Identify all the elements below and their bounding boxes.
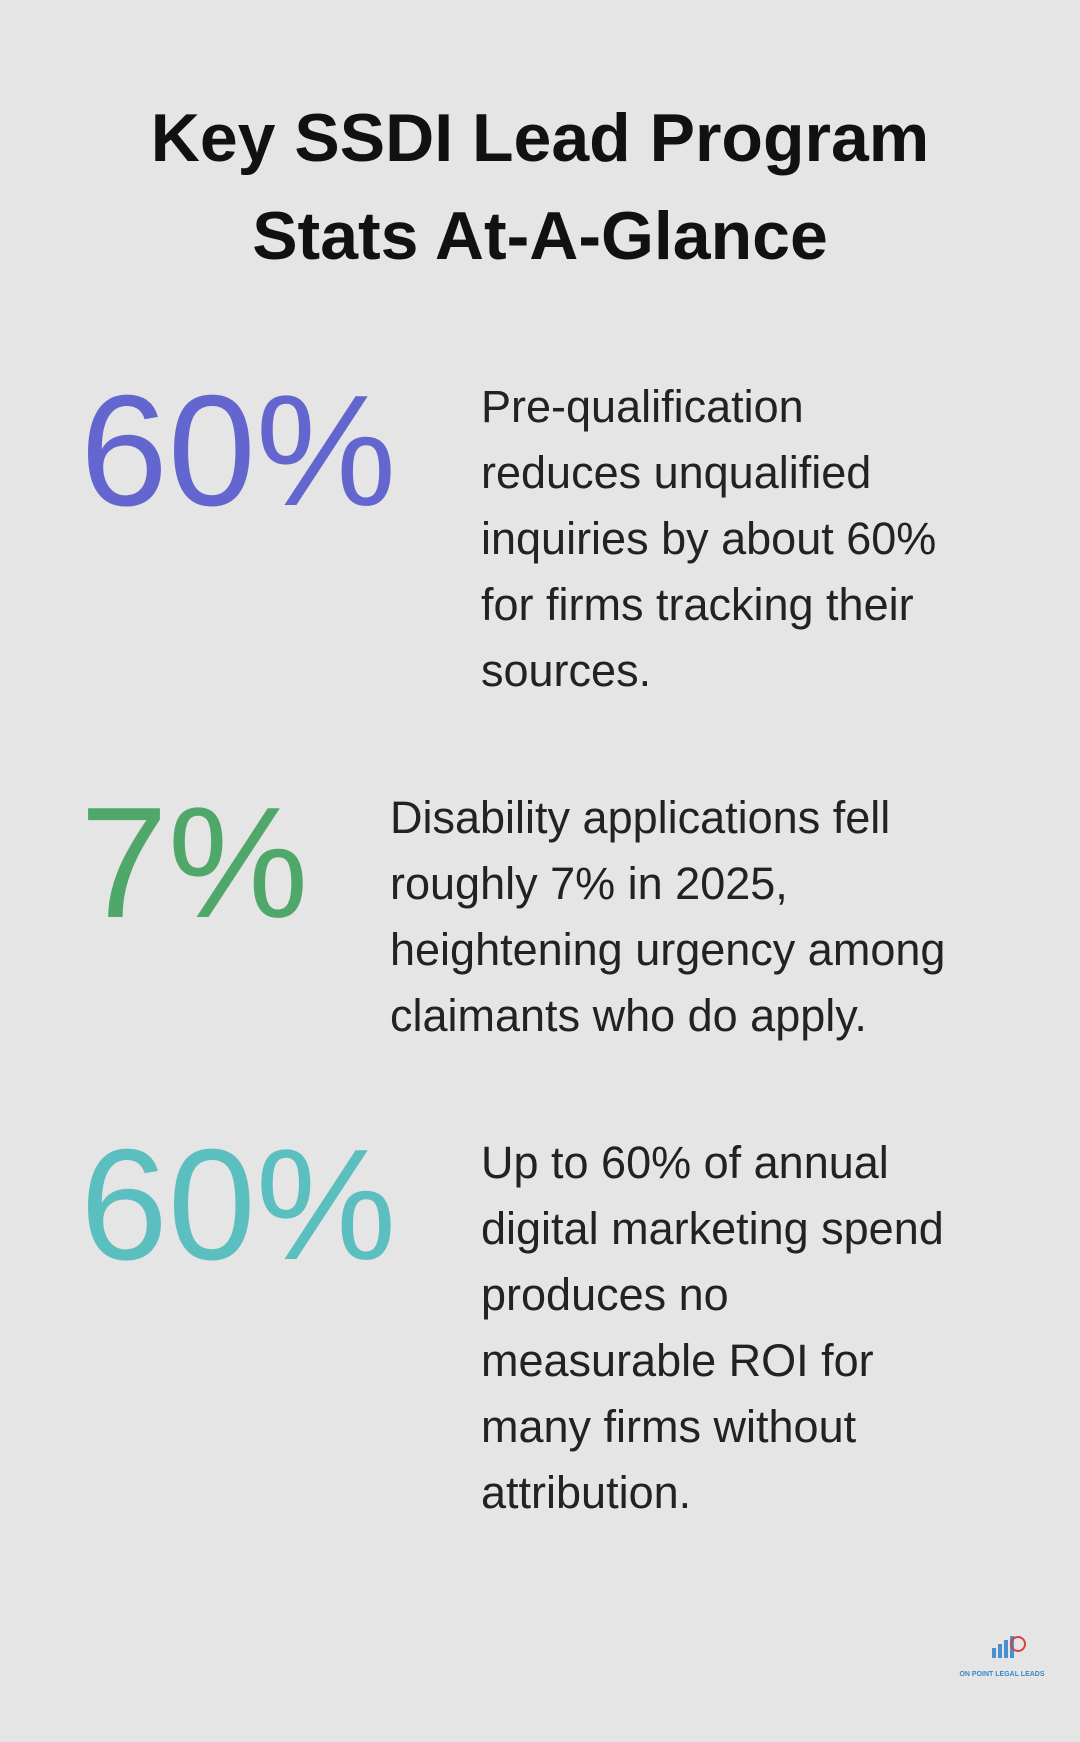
logo-target xyxy=(1010,1636,1026,1652)
title: Stats At-A-Glance xyxy=(252,198,828,274)
logo-text: ON POINT LEGAL LEADS xyxy=(959,1671,1044,1678)
stat-description: claimants who do apply. xyxy=(390,990,867,1041)
stat-description: Disability applications fell xyxy=(390,792,890,843)
stat-description: digital marketing spend xyxy=(481,1203,944,1254)
logo-bar xyxy=(992,1648,996,1658)
stat-description: for firms tracking their xyxy=(481,579,914,630)
stat-description: many firms without xyxy=(481,1401,857,1452)
stat-description: measurable ROI for xyxy=(481,1335,874,1386)
stat-description: inquiries by about 60% xyxy=(481,513,936,564)
stat-description: roughly 7% in 2025, xyxy=(390,858,788,909)
stat-description: produces no xyxy=(481,1269,729,1320)
logo-bar xyxy=(998,1644,1002,1658)
stat-value: 7% xyxy=(80,775,308,951)
stat-description: Pre-qualification xyxy=(481,381,804,432)
stat-description: Up to 60% of annual xyxy=(481,1137,889,1188)
stat-description: reduces unqualified xyxy=(481,447,871,498)
stat-description: attribution. xyxy=(481,1467,691,1518)
logo-bar xyxy=(1004,1640,1008,1658)
logo: ON POINT LEGAL LEADS xyxy=(959,1636,1045,1678)
title: Key SSDI Lead Program xyxy=(151,100,929,176)
stat-description: sources. xyxy=(481,645,651,696)
stat-value: 60% xyxy=(80,1117,396,1293)
stat-value: 60% xyxy=(80,363,396,539)
stat-description: heightening urgency among xyxy=(390,924,945,975)
